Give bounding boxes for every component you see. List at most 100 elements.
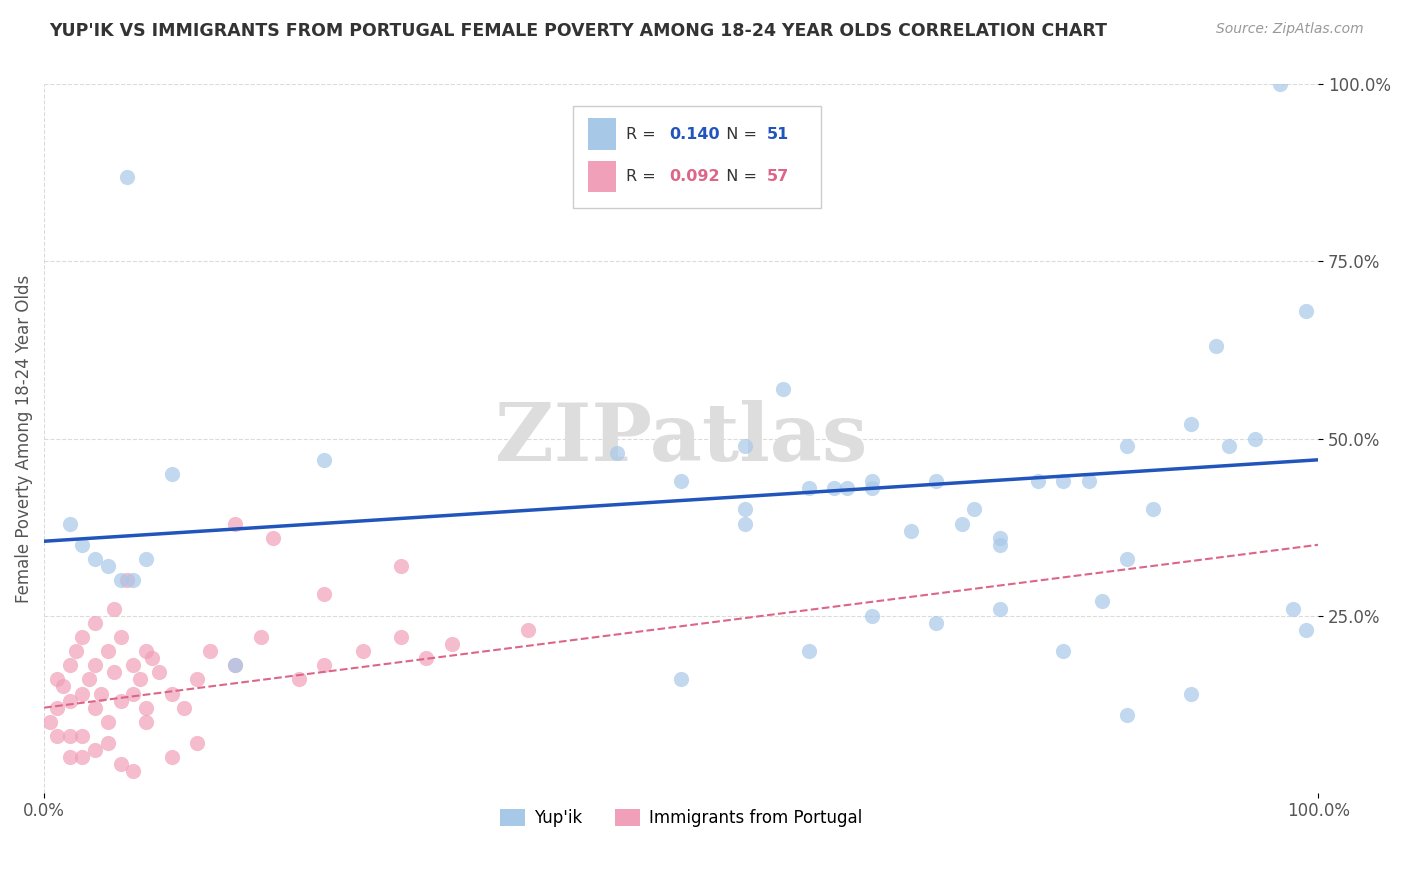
Point xyxy=(988,601,1011,615)
Point xyxy=(900,524,922,538)
Text: 57: 57 xyxy=(766,169,789,184)
Point xyxy=(734,516,756,531)
Point xyxy=(160,467,183,481)
Point xyxy=(352,644,374,658)
Point xyxy=(77,673,100,687)
Text: N =: N = xyxy=(716,169,762,184)
Point xyxy=(110,693,132,707)
Point xyxy=(606,446,628,460)
Point xyxy=(1091,594,1114,608)
FancyBboxPatch shape xyxy=(572,105,821,209)
Text: 0.092: 0.092 xyxy=(669,169,720,184)
Point xyxy=(84,743,107,757)
Point xyxy=(389,630,412,644)
Point xyxy=(440,637,463,651)
Point xyxy=(1180,686,1202,700)
Point xyxy=(860,481,883,495)
Text: ZIPatlas: ZIPatlas xyxy=(495,400,868,477)
Point xyxy=(1243,432,1265,446)
Point xyxy=(198,644,221,658)
Point xyxy=(1116,439,1139,453)
Point xyxy=(97,559,120,574)
Point xyxy=(122,573,145,587)
Point xyxy=(103,665,125,680)
Point xyxy=(1295,623,1317,637)
Point xyxy=(734,439,756,453)
Point xyxy=(823,481,845,495)
Point xyxy=(1180,417,1202,432)
Point xyxy=(58,516,80,531)
Point xyxy=(925,474,948,488)
Point xyxy=(122,764,145,779)
Point xyxy=(110,573,132,587)
Point xyxy=(141,651,163,665)
Point xyxy=(249,630,271,644)
Point xyxy=(72,686,94,700)
Point xyxy=(45,700,67,714)
Point xyxy=(115,573,138,587)
Point xyxy=(115,169,138,184)
Point xyxy=(314,452,336,467)
Text: YUP'IK VS IMMIGRANTS FROM PORTUGAL FEMALE POVERTY AMONG 18-24 YEAR OLDS CORRELAT: YUP'IK VS IMMIGRANTS FROM PORTUGAL FEMAL… xyxy=(49,22,1107,40)
FancyBboxPatch shape xyxy=(588,118,616,150)
Point xyxy=(1268,78,1291,92)
Point xyxy=(135,644,157,658)
FancyBboxPatch shape xyxy=(588,161,616,193)
Point xyxy=(58,750,80,764)
Point xyxy=(669,474,692,488)
Point xyxy=(988,538,1011,552)
Point xyxy=(148,665,170,680)
Point xyxy=(860,474,883,488)
Point xyxy=(186,673,208,687)
Point xyxy=(1116,707,1139,722)
Point xyxy=(84,615,107,630)
Point xyxy=(84,700,107,714)
Text: 51: 51 xyxy=(766,127,789,142)
Point xyxy=(72,750,94,764)
Point xyxy=(84,552,107,566)
Text: R =: R = xyxy=(627,169,661,184)
Point xyxy=(1077,474,1099,488)
Point xyxy=(58,693,80,707)
Point xyxy=(988,531,1011,545)
Point xyxy=(224,516,246,531)
Point xyxy=(103,601,125,615)
Point xyxy=(122,658,145,673)
Legend: Yup'ik, Immigrants from Portugal: Yup'ik, Immigrants from Portugal xyxy=(494,803,869,834)
Point xyxy=(314,587,336,601)
Point xyxy=(45,729,67,743)
Point xyxy=(288,673,311,687)
Point xyxy=(135,700,157,714)
Point xyxy=(925,615,948,630)
Point xyxy=(128,673,150,687)
Point xyxy=(1052,644,1074,658)
Point xyxy=(52,680,75,694)
Point xyxy=(224,658,246,673)
Point xyxy=(90,686,112,700)
Point xyxy=(517,623,540,637)
Point xyxy=(835,481,858,495)
Point xyxy=(72,538,94,552)
Point xyxy=(160,686,183,700)
Point xyxy=(797,644,820,658)
Point xyxy=(772,382,794,396)
Point xyxy=(84,658,107,673)
Point xyxy=(135,552,157,566)
Point xyxy=(110,630,132,644)
Point xyxy=(314,658,336,673)
Point xyxy=(797,481,820,495)
Point xyxy=(97,736,120,750)
Text: N =: N = xyxy=(716,127,762,142)
Point xyxy=(97,644,120,658)
Point xyxy=(963,502,986,516)
Point xyxy=(1218,439,1240,453)
Point xyxy=(173,700,195,714)
Point xyxy=(110,757,132,772)
Point xyxy=(72,729,94,743)
Point xyxy=(39,714,62,729)
Point xyxy=(262,531,284,545)
Point xyxy=(734,502,756,516)
Point xyxy=(45,673,67,687)
Point xyxy=(224,658,246,673)
Point xyxy=(65,644,87,658)
